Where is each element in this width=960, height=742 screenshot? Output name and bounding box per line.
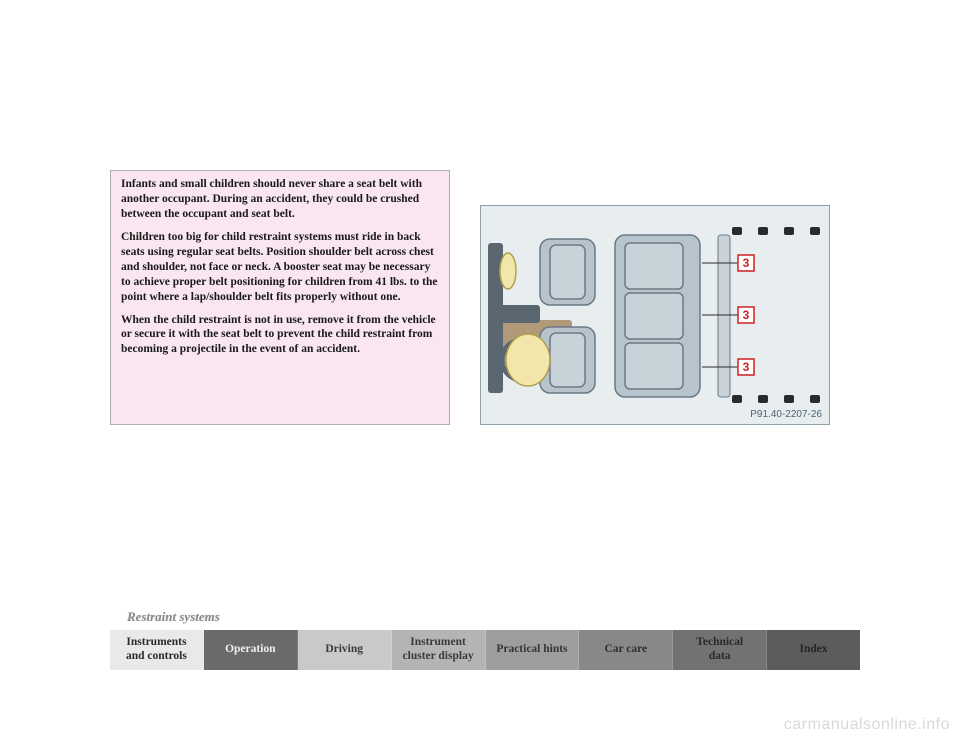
diagram-ref-label: P91.40-2207-26 [750,409,822,420]
warning-box: Infants and small children should never … [110,170,450,425]
nav-operation[interactable]: Operation [204,630,298,670]
anchor-marker: 3 [743,308,750,322]
anchor-marker: 3 [743,360,750,374]
manual-page: Infants and small children should never … [110,0,860,680]
warning-paragraph: When the child restraint is not in use, … [121,313,439,358]
seat-layout-diagram: 3 3 3 P91.40-2207-26 [480,205,830,425]
content-row: Infants and small children should never … [110,0,860,425]
nav-index[interactable]: Index [767,630,860,670]
warning-paragraph: Children too big for child restraint sys… [121,230,439,305]
nav-cluster-display[interactable]: Instrument cluster display [392,630,486,670]
section-label: Restraint systems [127,609,220,625]
nav-driving[interactable]: Driving [298,630,392,670]
anchor-marker: 3 [743,256,750,270]
nav-practical-hints[interactable]: Practical hints [486,630,580,670]
nav-instruments[interactable]: Instruments and controls [110,630,204,670]
diagram-svg: 3 3 3 P91.40-2207-26 [480,205,830,425]
nav-car-care[interactable]: Car care [579,630,673,670]
warning-paragraph: Infants and small children should never … [121,177,439,222]
watermark: carmanualsonline.info [784,716,950,734]
nav-technical-data[interactable]: Technical data [673,630,767,670]
bottom-nav: Instruments and controls Operation Drivi… [110,630,860,670]
